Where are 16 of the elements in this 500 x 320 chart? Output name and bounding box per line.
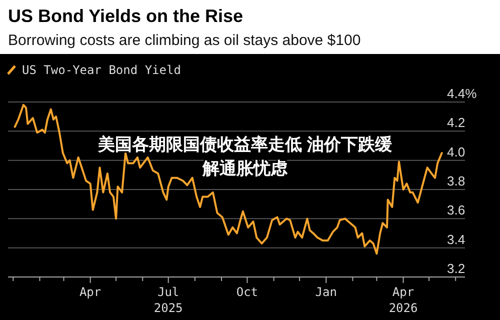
y-tick-label: 4.2: [447, 115, 466, 130]
y-tick-label: 3.8: [447, 174, 466, 188]
annotation: 美国各期限国债收益率走低 油价下跌缓解通胀忧虑: [97, 135, 393, 178]
chart-subtitle: Borrowing costs are climbing as oil stays above $100: [8, 32, 361, 49]
y-tick-label: 3.4: [447, 232, 466, 247]
x-tick-label: Apr 2026: [388, 285, 418, 315]
y-tick-label: 3.6: [447, 202, 466, 218]
x-tick-label: Jul 2025: [154, 285, 183, 315]
y-tick-label: 4.0: [447, 144, 466, 160]
legend-label: US Two-Year Bond Yield: [22, 63, 181, 77]
y-tick-label: 3.2: [447, 261, 466, 276]
chart-title: US Bond Yields on the Rise: [8, 6, 244, 26]
y-tick-label: 4.4%: [447, 86, 478, 101]
x-tick-label: Oct: [236, 285, 258, 299]
x-tick-label: Jan: [315, 285, 337, 299]
x-tick-label: Apr: [79, 285, 102, 299]
